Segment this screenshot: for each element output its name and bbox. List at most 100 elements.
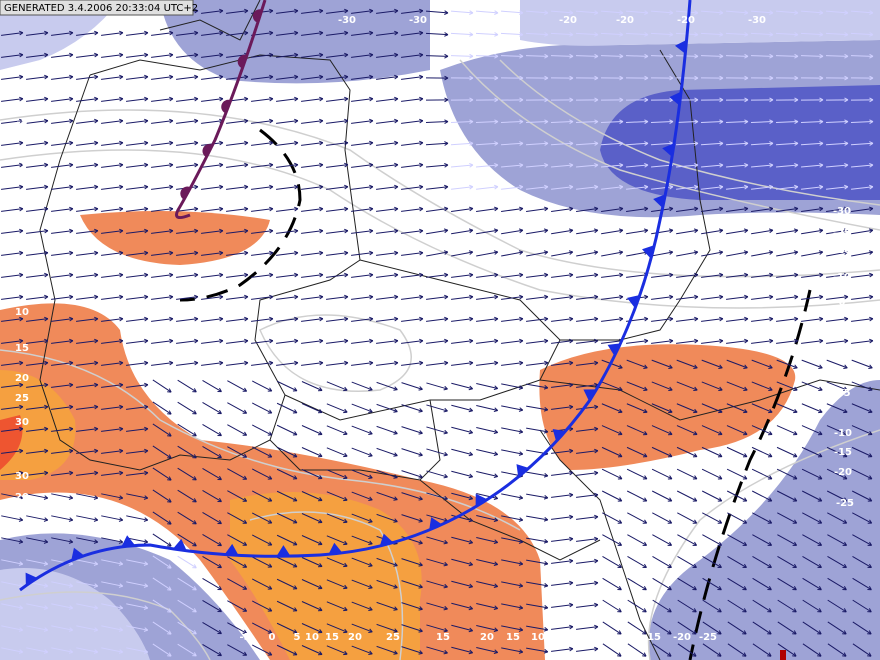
wind-arrow bbox=[802, 643, 822, 657]
wind-arrow-head bbox=[844, 75, 849, 81]
wind-arrow bbox=[101, 208, 123, 212]
wind-arrow bbox=[26, 274, 48, 278]
contour-label: -5 bbox=[239, 632, 250, 643]
wind-arrow-head bbox=[694, 294, 699, 300]
wind-arrow bbox=[76, 647, 98, 653]
wind-arrow-head bbox=[192, 652, 197, 657]
warm-core bbox=[230, 492, 422, 660]
wind-arrow-head bbox=[194, 162, 199, 168]
wind-arrow bbox=[802, 534, 822, 546]
wind-arrow bbox=[451, 470, 473, 478]
wind-arrow-head bbox=[94, 250, 99, 256]
wind-arrow-head bbox=[244, 316, 249, 322]
wind-arrow-head bbox=[767, 519, 773, 524]
wind-arrow-head bbox=[692, 497, 698, 502]
wind-arrow-head bbox=[844, 141, 849, 146]
wind-arrow bbox=[677, 599, 697, 613]
front-triangle bbox=[475, 493, 488, 507]
contour-label: -5 bbox=[839, 388, 850, 399]
wind-arrow bbox=[251, 164, 273, 168]
wind-arrow-head bbox=[594, 514, 599, 520]
wind-arrow bbox=[625, 121, 649, 123]
wind-arrow-head bbox=[569, 119, 574, 125]
wind-arrow-head bbox=[219, 8, 224, 14]
wind-arrow-head bbox=[644, 75, 649, 81]
wind-arrow-head bbox=[69, 30, 74, 36]
wind-arrow-head bbox=[318, 387, 323, 392]
wind-arrow-head bbox=[843, 386, 848, 392]
wind-arrow bbox=[401, 580, 423, 588]
wind-arrow-head bbox=[768, 430, 773, 436]
wind-arrow-head bbox=[468, 228, 474, 234]
wind-arrow bbox=[1, 384, 23, 388]
wind-arrow bbox=[376, 98, 398, 102]
wind-arrow-head bbox=[619, 53, 624, 59]
wind-arrow-head bbox=[44, 30, 49, 36]
wind-arrow-head bbox=[167, 410, 172, 415]
wind-arrow bbox=[701, 207, 723, 213]
wind-arrow bbox=[775, 142, 799, 146]
wind-arrow bbox=[276, 556, 298, 568]
wind-arrow bbox=[401, 362, 423, 366]
wind-arrow bbox=[401, 32, 423, 36]
wind-arrow-head bbox=[493, 473, 499, 479]
wind-arrow-head bbox=[618, 228, 624, 234]
wind-arrow bbox=[51, 274, 73, 278]
wind-arrow-head bbox=[669, 338, 674, 344]
wind-arrow bbox=[525, 164, 549, 168]
wind-arrow-head bbox=[819, 294, 824, 300]
wind-arrow-head bbox=[244, 206, 249, 212]
wind-arrow bbox=[201, 54, 223, 58]
wind-arrow-head bbox=[493, 228, 499, 234]
wind-arrow bbox=[451, 448, 473, 456]
wind-arrow bbox=[801, 403, 823, 413]
wind-arrow bbox=[201, 296, 223, 300]
wind-arrow-head bbox=[143, 605, 149, 610]
wind-arrow bbox=[126, 603, 148, 609]
wind-arrow-head bbox=[544, 294, 549, 300]
wind-arrow-head bbox=[68, 517, 74, 522]
wind-arrow-head bbox=[569, 272, 574, 278]
wind-arrow-head bbox=[643, 206, 649, 212]
wind-arrow-head bbox=[319, 316, 324, 322]
wind-arrow-head bbox=[244, 96, 249, 102]
wind-arrow bbox=[26, 296, 48, 300]
wind-arrow bbox=[526, 427, 548, 433]
wind-arrow bbox=[600, 55, 624, 57]
wind-arrow bbox=[726, 229, 748, 235]
wind-arrow bbox=[476, 207, 498, 213]
wind-arrow bbox=[651, 490, 673, 502]
wind-arrow-head bbox=[419, 338, 424, 344]
wind-arrow-head bbox=[842, 652, 847, 657]
wind-arrow-head bbox=[617, 608, 622, 613]
wind-arrow-head bbox=[119, 272, 124, 278]
wind-arrow-head bbox=[694, 184, 699, 190]
wind-arrow-head bbox=[94, 96, 99, 102]
wind-arrow-head bbox=[543, 560, 549, 566]
wind-arrow-head bbox=[418, 386, 423, 391]
wind-arrow-head bbox=[693, 364, 698, 369]
wind-arrow-head bbox=[569, 338, 574, 344]
wind-arrow bbox=[425, 32, 449, 36]
wind-arrow bbox=[852, 512, 872, 524]
contour-label: -20 bbox=[673, 632, 691, 643]
wind-arrow-head bbox=[94, 206, 99, 212]
wind-arrow bbox=[326, 362, 348, 366]
wind-arrow bbox=[251, 556, 273, 568]
wind-arrow-head bbox=[544, 141, 549, 146]
wind-arrow-head bbox=[368, 408, 373, 413]
wind-arrow-head bbox=[619, 75, 624, 81]
wind-arrow bbox=[376, 557, 398, 567]
wind-arrow-head bbox=[744, 75, 749, 81]
wind-arrow-head bbox=[593, 250, 599, 255]
wind-arrow-head bbox=[269, 206, 274, 212]
wind-arrow-head bbox=[44, 338, 49, 344]
wind-arrow-head bbox=[644, 32, 649, 37]
wind-arrow-head bbox=[269, 96, 274, 102]
wind-arrow-head bbox=[469, 141, 474, 146]
wind-arrow-head bbox=[744, 272, 749, 278]
wind-arrow bbox=[201, 362, 223, 366]
wind-arrow-head bbox=[192, 476, 197, 481]
warm-zone bbox=[80, 211, 270, 265]
wind-arrow bbox=[652, 512, 672, 524]
